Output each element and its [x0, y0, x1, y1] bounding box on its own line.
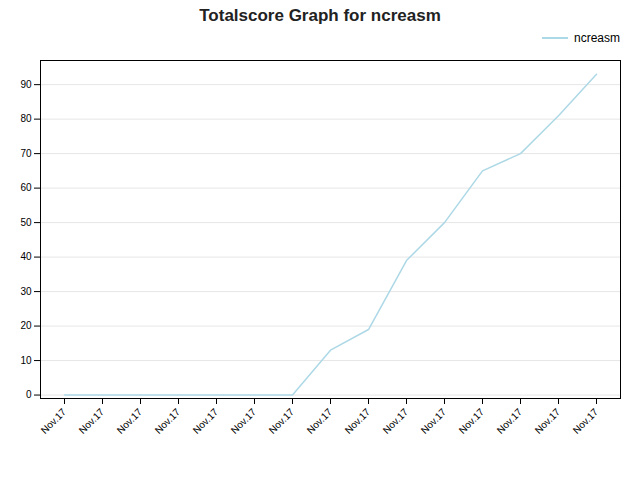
svg-text:Nov.17: Nov.17 [419, 406, 449, 436]
svg-text:Nov.17: Nov.17 [77, 406, 107, 436]
svg-text:80: 80 [20, 113, 32, 124]
svg-text:0: 0 [26, 389, 32, 400]
svg-text:50: 50 [20, 217, 32, 228]
html-text:Totalscore Graph for ncreasm: Totalscore Graph for ncreasm [199, 6, 441, 25]
svg-text:Nov.17: Nov.17 [381, 406, 411, 436]
svg-text:Nov.17: Nov.17 [495, 406, 525, 436]
svg-text:70: 70 [20, 148, 32, 159]
svg-text:Nov.17: Nov.17 [343, 406, 373, 436]
svg-text:Nov.17: Nov.17 [115, 406, 145, 436]
svg-text:90: 90 [20, 79, 32, 90]
svg-text:Nov.17: Nov.17 [153, 406, 183, 436]
svg-text:Nov.17: Nov.17 [571, 406, 601, 436]
svg-text:20: 20 [20, 320, 32, 331]
svg-text:Nov.17: Nov.17 [533, 406, 563, 436]
html-text:ncreasm: ncreasm [574, 31, 620, 45]
svg-text:Nov.17: Nov.17 [229, 406, 259, 436]
svg-text:Nov.17: Nov.17 [457, 406, 487, 436]
svg-text:Nov.17: Nov.17 [191, 406, 221, 436]
svg-text:Nov.17: Nov.17 [267, 406, 297, 436]
svg-text:40: 40 [20, 251, 32, 262]
svg-text:30: 30 [20, 286, 32, 297]
svg-text:10: 10 [20, 355, 32, 366]
svg-text:60: 60 [20, 182, 32, 193]
svg-text:Nov.17: Nov.17 [305, 406, 335, 436]
svg-text:Nov.17: Nov.17 [39, 406, 69, 436]
